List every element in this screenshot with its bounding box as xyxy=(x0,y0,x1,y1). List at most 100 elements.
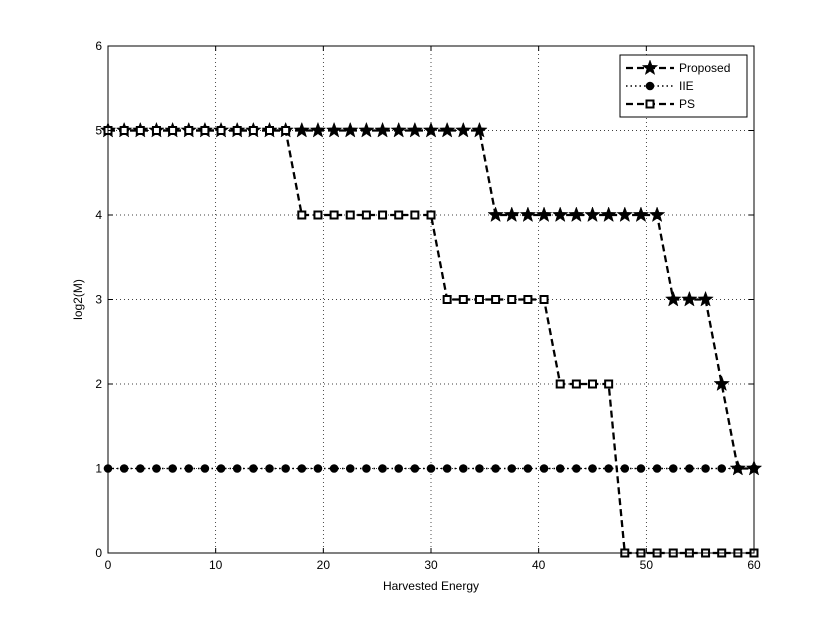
series-point-iie xyxy=(119,464,129,473)
series-point-iie xyxy=(426,464,436,473)
series-point-iie xyxy=(555,464,565,473)
series-point-proposed xyxy=(519,206,537,223)
series-point-proposed xyxy=(390,121,408,138)
series-point-proposed xyxy=(503,206,521,223)
series-point-ps xyxy=(232,126,242,135)
series-point-ps xyxy=(588,379,597,389)
series-point-iie xyxy=(491,464,500,473)
series-point-ps xyxy=(184,126,194,135)
series-point-ps xyxy=(281,126,291,135)
series-point-ps xyxy=(345,210,355,220)
series-point-iie xyxy=(717,464,726,473)
series-point-proposed xyxy=(713,375,731,392)
series-point-iie xyxy=(249,464,258,473)
y-tick-label: 4 xyxy=(95,208,102,222)
series-point-iie xyxy=(362,464,371,473)
legend-marker-proposed xyxy=(641,59,659,76)
series-point-ps xyxy=(297,210,307,220)
legend-box xyxy=(619,54,748,118)
series-point-ps xyxy=(507,295,517,304)
y-tick-label: 2 xyxy=(95,377,102,391)
series-point-iie xyxy=(378,464,387,473)
series-point-iie xyxy=(168,464,177,473)
series-point-ps xyxy=(119,126,129,135)
series-point-iie xyxy=(152,464,161,473)
series-point-proposed xyxy=(584,206,601,223)
series-point-ps xyxy=(329,210,339,220)
series-point-iie xyxy=(410,464,420,473)
series-point-proposed xyxy=(487,206,504,223)
series-point-iie xyxy=(216,464,226,473)
legend-label-iie: IIE xyxy=(679,79,694,93)
series-point-ps xyxy=(265,126,274,135)
series-point-iie xyxy=(281,464,290,473)
series-point-proposed xyxy=(616,206,634,223)
x-tick-label: 0 xyxy=(105,558,112,572)
x-tick-label: 10 xyxy=(209,558,223,572)
series-point-ps xyxy=(361,210,371,220)
series-point-iie xyxy=(329,464,339,473)
series-point-proposed xyxy=(438,121,456,138)
series-point-proposed xyxy=(697,290,714,307)
series-point-ps xyxy=(135,126,145,135)
series-point-iie xyxy=(604,464,613,473)
series-point-ps xyxy=(523,295,533,304)
series-point-iie xyxy=(265,464,274,473)
y-tick-label: 6 xyxy=(95,39,102,53)
y-tick-label: 0 xyxy=(95,546,102,560)
series-point-ps xyxy=(555,379,565,389)
series-point-iie xyxy=(668,464,678,473)
series-point-proposed xyxy=(293,121,311,138)
y-tick-label: 5 xyxy=(95,124,102,138)
series-point-ps xyxy=(491,295,501,304)
series-markers xyxy=(99,121,763,558)
x-tick-label: 30 xyxy=(424,558,438,572)
x-tick-label: 40 xyxy=(532,558,546,572)
series-point-iie xyxy=(136,464,145,473)
legend: Proposed IIE PS xyxy=(619,54,748,118)
series-point-proposed xyxy=(454,121,472,138)
series-point-iie xyxy=(652,464,662,473)
series-point-ps xyxy=(151,126,161,135)
legend-marker-iie xyxy=(645,81,655,91)
series-point-proposed xyxy=(309,121,327,138)
series-point-proposed xyxy=(358,121,375,138)
series-point-ps xyxy=(248,126,258,135)
series-point-proposed xyxy=(535,206,553,223)
series-point-ps xyxy=(539,295,549,304)
series-point-ps xyxy=(410,210,420,220)
series-point-ps xyxy=(216,126,226,135)
series-point-ps xyxy=(426,210,436,220)
series-point-iie xyxy=(636,464,646,473)
series-point-iie xyxy=(733,464,743,473)
series-point-proposed xyxy=(681,290,698,307)
series-point-iie xyxy=(184,464,194,473)
y-tick-label: 3 xyxy=(95,293,102,307)
x-tick-label: 50 xyxy=(640,558,654,572)
series-point-iie xyxy=(507,464,517,473)
x-tick-label: 20 xyxy=(317,558,331,572)
series-point-ps xyxy=(168,126,178,135)
series-point-proposed xyxy=(600,206,617,223)
series-point-proposed xyxy=(406,121,424,138)
ticks: 0 10 20 30 40 50 60 0 1 2 3 4 5 6 xyxy=(95,39,761,572)
series-point-ps xyxy=(458,295,468,304)
series-point-proposed xyxy=(648,206,666,223)
series-point-iie xyxy=(297,464,307,473)
series-point-iie xyxy=(701,464,710,473)
series-point-iie xyxy=(200,464,210,473)
series-point-ps xyxy=(313,210,323,220)
series-point-iie xyxy=(345,464,355,473)
series-point-iie xyxy=(442,464,452,473)
series-point-iie xyxy=(313,464,323,473)
series-point-ps xyxy=(200,126,210,135)
series-point-ps xyxy=(442,295,452,304)
series-point-ps xyxy=(571,379,581,389)
y-tick-label: 1 xyxy=(95,462,102,476)
series-point-iie xyxy=(523,464,533,473)
series-point-proposed xyxy=(664,290,682,307)
series-point-ps xyxy=(474,295,484,304)
series-point-iie xyxy=(394,464,404,473)
series-point-iie xyxy=(475,464,484,473)
series-point-iie xyxy=(685,464,694,473)
